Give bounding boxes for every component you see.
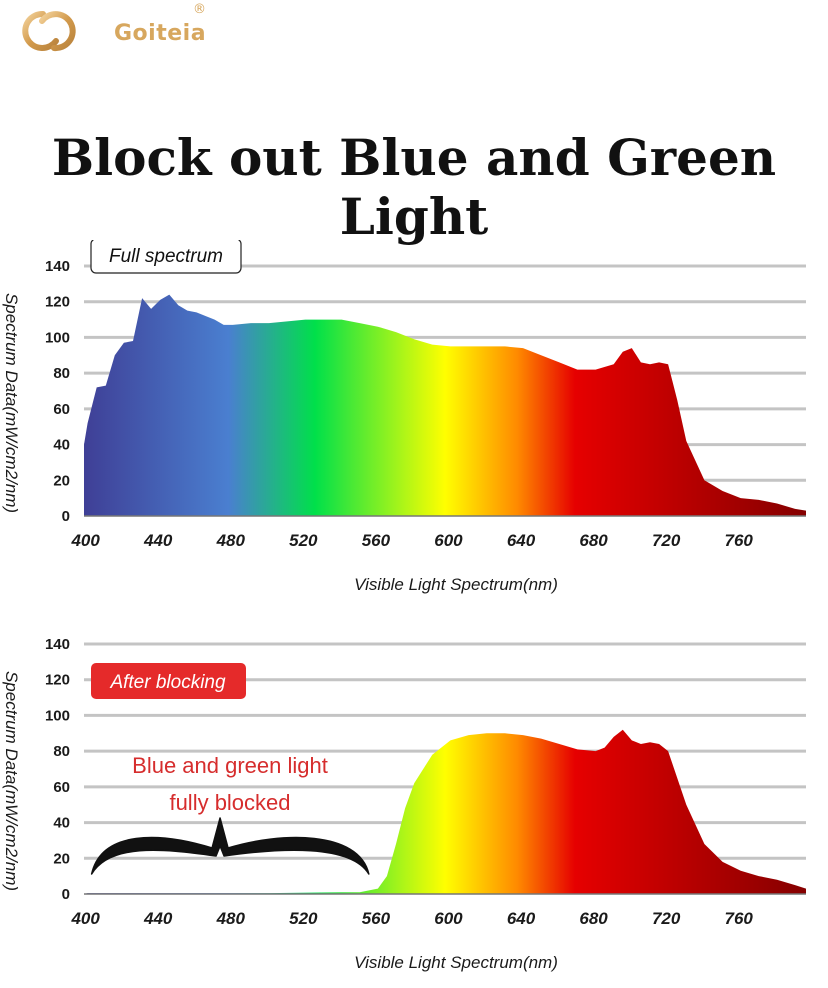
brand-name: Goiteia bbox=[114, 21, 207, 46]
x-axis-title: Visible Light Spectrum(nm) bbox=[354, 953, 558, 972]
x-tick-label: 400 bbox=[70, 909, 100, 928]
goiteia-logo-icon bbox=[22, 10, 76, 52]
x-tick-label: 600 bbox=[434, 909, 463, 928]
x-tick-label: 720 bbox=[652, 909, 681, 928]
legend-label-full-spectrum: Full spectrum bbox=[109, 246, 223, 267]
y-tick-label: 60 bbox=[53, 779, 70, 796]
y-tick-label: 60 bbox=[53, 401, 70, 418]
y-tick-label: 0 bbox=[62, 508, 70, 525]
legend-label-after-blocking: After blocking bbox=[109, 672, 226, 693]
y-tick-label: 100 bbox=[45, 329, 70, 346]
x-tick-label: 760 bbox=[725, 531, 754, 550]
annotation-text: Blue and green light bbox=[132, 753, 328, 778]
y-tick-label: 0 bbox=[62, 886, 70, 903]
spectrum-area bbox=[84, 294, 806, 516]
x-tick-label: 560 bbox=[362, 531, 391, 550]
legend-badge-after-blocking bbox=[91, 663, 246, 699]
x-tick-label: 640 bbox=[507, 909, 536, 928]
x-tick-label: 760 bbox=[725, 909, 754, 928]
registered-mark: ® bbox=[193, 2, 206, 17]
x-tick-label: 480 bbox=[216, 909, 246, 928]
page-title: Block out Blue and Green Light bbox=[51, 128, 777, 246]
legend-badge-full-spectrum bbox=[90, 240, 242, 274]
x-tick-label: 720 bbox=[652, 531, 681, 550]
y-axis-title: Spectrum Data(mW/cm2/nm) bbox=[2, 671, 21, 891]
y-tick-label: 120 bbox=[45, 672, 70, 689]
x-tick-label: 640 bbox=[507, 531, 536, 550]
y-tick-label: 20 bbox=[53, 850, 70, 867]
x-tick-label: 600 bbox=[434, 531, 463, 550]
x-tick-label: 520 bbox=[289, 909, 318, 928]
y-tick-label: 140 bbox=[45, 636, 70, 653]
x-tick-label: 440 bbox=[143, 531, 173, 550]
brand-header: Goiteia ® bbox=[18, 2, 228, 56]
spectrum-area bbox=[84, 729, 806, 894]
x-tick-label: 400 bbox=[70, 531, 100, 550]
y-tick-label: 140 bbox=[45, 258, 70, 275]
after-blocking-chart: 0 20 40 60 80 100 120 140 400 440 480 520 560 600 640 6… bbox=[2, 636, 806, 972]
y-tick-label: 40 bbox=[53, 437, 70, 454]
x-tick-label: 680 bbox=[579, 909, 608, 928]
y-tick-label: 100 bbox=[45, 707, 70, 724]
y-tick-label: 80 bbox=[53, 365, 70, 382]
y-tick-label: 120 bbox=[45, 294, 70, 311]
x-tick-label: 560 bbox=[362, 909, 391, 928]
x-tick-label: 440 bbox=[143, 909, 173, 928]
y-tick-label: 40 bbox=[53, 815, 70, 832]
y-tick-label: 80 bbox=[53, 743, 70, 760]
y-tick-label: 20 bbox=[53, 472, 70, 489]
annotation-text: fully blocked bbox=[169, 790, 290, 815]
x-axis-title: Visible Light Spectrum(nm) bbox=[354, 575, 558, 594]
full-spectrum-chart: 0 20 40 60 80 100 120 140 400 440 480 520 560 600 640 6… bbox=[2, 240, 806, 594]
x-tick-label: 520 bbox=[289, 531, 318, 550]
y-axis-title: Spectrum Data(mW/cm2/nm) bbox=[2, 293, 21, 513]
x-tick-label: 680 bbox=[579, 531, 608, 550]
blocked-range-brace bbox=[90, 817, 370, 875]
x-tick-label: 480 bbox=[216, 531, 246, 550]
